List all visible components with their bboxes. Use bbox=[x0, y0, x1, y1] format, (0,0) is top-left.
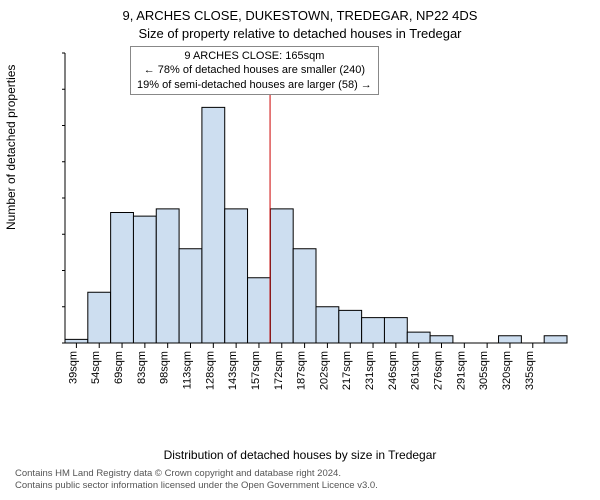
attribution-line1: Contains HM Land Registry data © Crown c… bbox=[15, 468, 378, 480]
svg-text:231sqm: 231sqm bbox=[364, 351, 376, 390]
svg-text:202sqm: 202sqm bbox=[318, 351, 330, 390]
annotation-box: 9 ARCHES CLOSE: 165sqm ← 78% of detached… bbox=[130, 46, 379, 95]
chart-title: 9, ARCHES CLOSE, DUKESTOWN, TREDEGAR, NP… bbox=[0, 0, 600, 25]
histogram-bar bbox=[499, 336, 522, 343]
histogram-bar bbox=[248, 278, 271, 343]
histogram-bar bbox=[225, 209, 248, 343]
histogram-bar bbox=[384, 318, 407, 343]
x-axis-title: Distribution of detached houses by size … bbox=[0, 448, 600, 462]
chart-subtitle: Size of property relative to detached ho… bbox=[0, 25, 600, 41]
histogram-bar bbox=[179, 249, 202, 343]
histogram-bar bbox=[293, 249, 316, 343]
histogram-bar bbox=[111, 213, 134, 344]
histogram-bar bbox=[133, 216, 156, 343]
attribution: Contains HM Land Registry data © Crown c… bbox=[15, 468, 378, 493]
svg-text:335sqm: 335sqm bbox=[524, 351, 536, 390]
svg-text:291sqm: 291sqm bbox=[455, 351, 467, 390]
svg-text:320sqm: 320sqm bbox=[501, 351, 513, 390]
svg-text:157sqm: 157sqm bbox=[250, 351, 262, 390]
histogram-bar bbox=[430, 336, 453, 343]
svg-text:276sqm: 276sqm bbox=[433, 351, 445, 390]
svg-text:187sqm: 187sqm bbox=[296, 351, 308, 390]
histogram-bar bbox=[407, 332, 430, 343]
histogram-bar bbox=[339, 310, 362, 343]
attribution-line2: Contains public sector information licen… bbox=[15, 480, 378, 492]
svg-text:217sqm: 217sqm bbox=[341, 351, 353, 390]
chart-plot: 0102030405060708039sqm54sqm69sqm83sqm98s… bbox=[62, 45, 572, 395]
histogram-bar bbox=[316, 307, 339, 343]
svg-text:113sqm: 113sqm bbox=[182, 351, 194, 389]
histogram-bar bbox=[202, 107, 225, 343]
annotation-line1: 9 ARCHES CLOSE: 165sqm bbox=[137, 49, 372, 63]
svg-text:69sqm: 69sqm bbox=[113, 351, 125, 384]
histogram-bar bbox=[88, 292, 111, 343]
histogram-bar bbox=[270, 209, 293, 343]
annotation-line2: ← 78% of detached houses are smaller (24… bbox=[137, 63, 372, 77]
histogram-bar bbox=[362, 318, 385, 343]
svg-text:98sqm: 98sqm bbox=[159, 351, 171, 384]
svg-text:83sqm: 83sqm bbox=[136, 351, 148, 384]
svg-text:305sqm: 305sqm bbox=[478, 351, 490, 390]
histogram-bar bbox=[544, 336, 567, 343]
svg-text:39sqm: 39sqm bbox=[67, 351, 79, 384]
svg-text:261sqm: 261sqm bbox=[410, 351, 422, 390]
annotation-line3: 19% of semi-detached houses are larger (… bbox=[137, 78, 372, 92]
histogram-bar bbox=[156, 209, 179, 343]
y-axis-title: Number of detached properties bbox=[4, 65, 18, 230]
histogram-bar bbox=[65, 339, 88, 343]
svg-text:54sqm: 54sqm bbox=[90, 351, 102, 384]
svg-text:246sqm: 246sqm bbox=[387, 351, 399, 390]
svg-text:143sqm: 143sqm bbox=[227, 351, 239, 390]
svg-text:128sqm: 128sqm bbox=[204, 351, 216, 390]
svg-text:172sqm: 172sqm bbox=[273, 351, 285, 390]
